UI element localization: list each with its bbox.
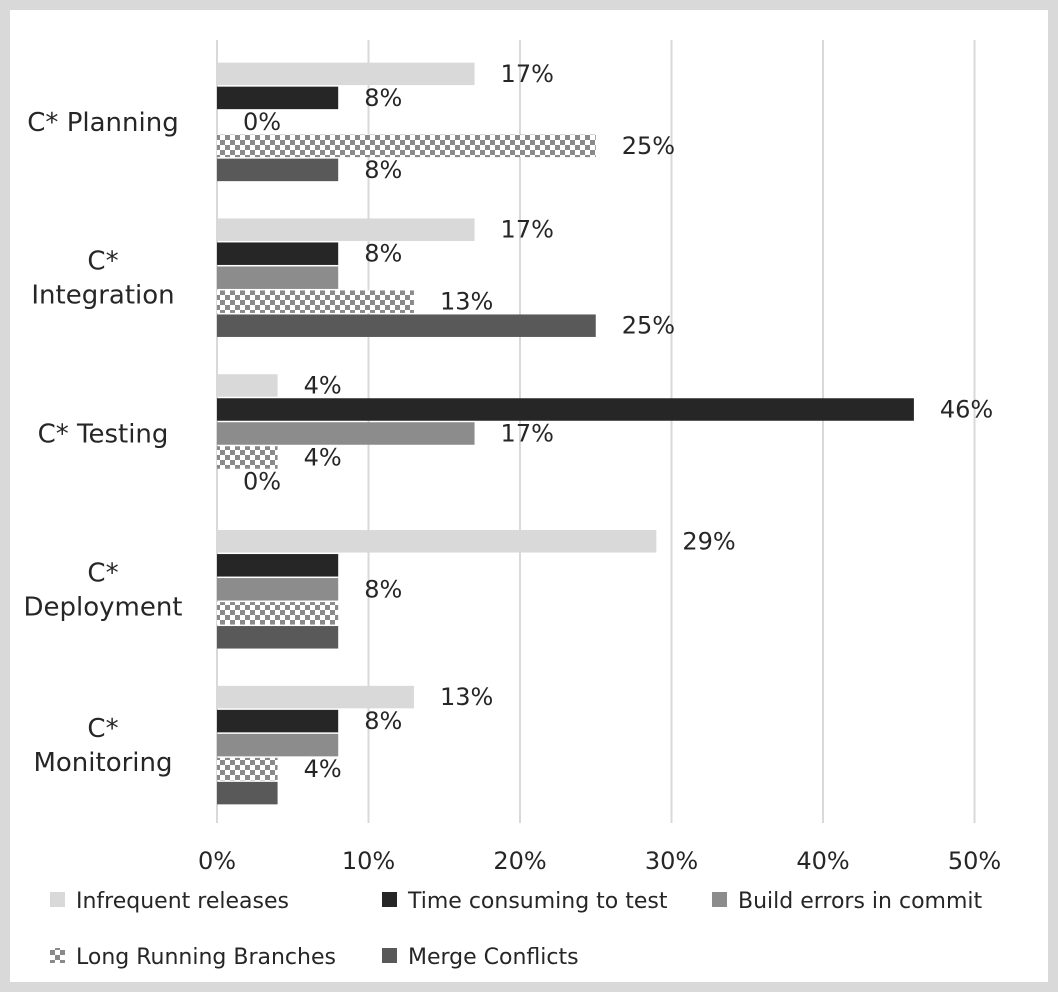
legend-item: Build errors in commit (712, 889, 983, 914)
x-tick-label: 40% (796, 847, 849, 875)
data-label: 29% (682, 527, 735, 555)
bar (217, 266, 339, 289)
data-label: 4% (304, 444, 342, 472)
data-label: 0% (243, 108, 281, 136)
bar (217, 86, 339, 110)
bar (217, 709, 339, 733)
legend-swatch (382, 948, 397, 963)
bar (217, 530, 657, 553)
bar (217, 602, 339, 625)
legend-swatch (382, 892, 397, 907)
x-tick-label: 20% (493, 847, 546, 875)
data-label: 17% (501, 420, 554, 448)
category-labels: C* Planning C* Integration C* Testing C* Depl… (23, 108, 182, 778)
bar (217, 158, 339, 182)
bar (217, 242, 339, 265)
legend-label: Time consuming to test (407, 889, 668, 914)
bar (217, 626, 339, 649)
data-label: 4% (304, 755, 342, 783)
legend-label: Infrequent releases (76, 889, 289, 914)
bar (217, 733, 339, 757)
bar (217, 781, 278, 805)
data-label: 4% (304, 372, 342, 400)
legend: Infrequent releases Time consuming to tes… (50, 889, 983, 970)
category-label: C* Deployment (23, 558, 182, 622)
category-label: C* Testing (38, 420, 169, 450)
legend-item: Infrequent releases (50, 889, 289, 914)
data-label: 8% (364, 156, 402, 184)
bar (217, 757, 278, 781)
bar (217, 398, 914, 421)
data-label: 25% (622, 132, 675, 160)
legend-swatch (50, 948, 65, 963)
data-labels: 17% 8% 0% 25% 8% 17% 8% 13% 25% 4% 46% 17% 4% 0% 29% 8%… (243, 60, 993, 783)
bar (217, 218, 475, 241)
x-axis-ticks: 0% 10% 20% 30% 40% 50% (198, 847, 1001, 875)
x-tick-label: 30% (645, 847, 698, 875)
data-label: 8% (364, 240, 402, 268)
legend-swatch (50, 892, 65, 907)
bar (217, 578, 339, 601)
category-label: C* Planning (27, 108, 178, 138)
category-label: C* Integration (31, 247, 174, 311)
bar-chart: 17% 8% 0% 25% 8% 17% 8% 13% 25% 4% 46% 17% 4% 0% 29% 8%… (23, 40, 1001, 970)
bar (217, 422, 475, 445)
x-tick-label: 0% (198, 847, 236, 875)
legend-item: Time consuming to test (382, 889, 668, 914)
data-label: 46% (940, 396, 993, 424)
legend-item: Long Running Branches (50, 945, 336, 970)
data-label: 17% (501, 60, 554, 88)
bar (217, 134, 596, 158)
legend-item: Merge Conflicts (382, 945, 579, 970)
data-label: 25% (622, 312, 675, 340)
bar (217, 685, 414, 709)
data-label: 0% (243, 468, 281, 496)
legend-swatch (712, 892, 727, 907)
data-label: 17% (501, 216, 554, 244)
x-tick-label: 50% (948, 847, 1001, 875)
bar (217, 62, 475, 86)
category-label: C* Monitoring (33, 714, 172, 778)
data-label: 8% (364, 707, 402, 735)
bar (217, 290, 414, 313)
data-label: 8% (364, 575, 402, 603)
data-label: 13% (440, 288, 493, 316)
bars (217, 62, 914, 805)
data-label: 8% (364, 84, 402, 112)
bar (217, 314, 596, 337)
legend-label: Build errors in commit (738, 889, 983, 914)
bar (217, 446, 278, 469)
x-tick-label: 10% (342, 847, 395, 875)
bar (217, 374, 278, 397)
legend-label: Merge Conflicts (408, 945, 579, 970)
bar (217, 554, 339, 577)
data-label: 13% (440, 683, 493, 711)
legend-label: Long Running Branches (76, 945, 336, 970)
